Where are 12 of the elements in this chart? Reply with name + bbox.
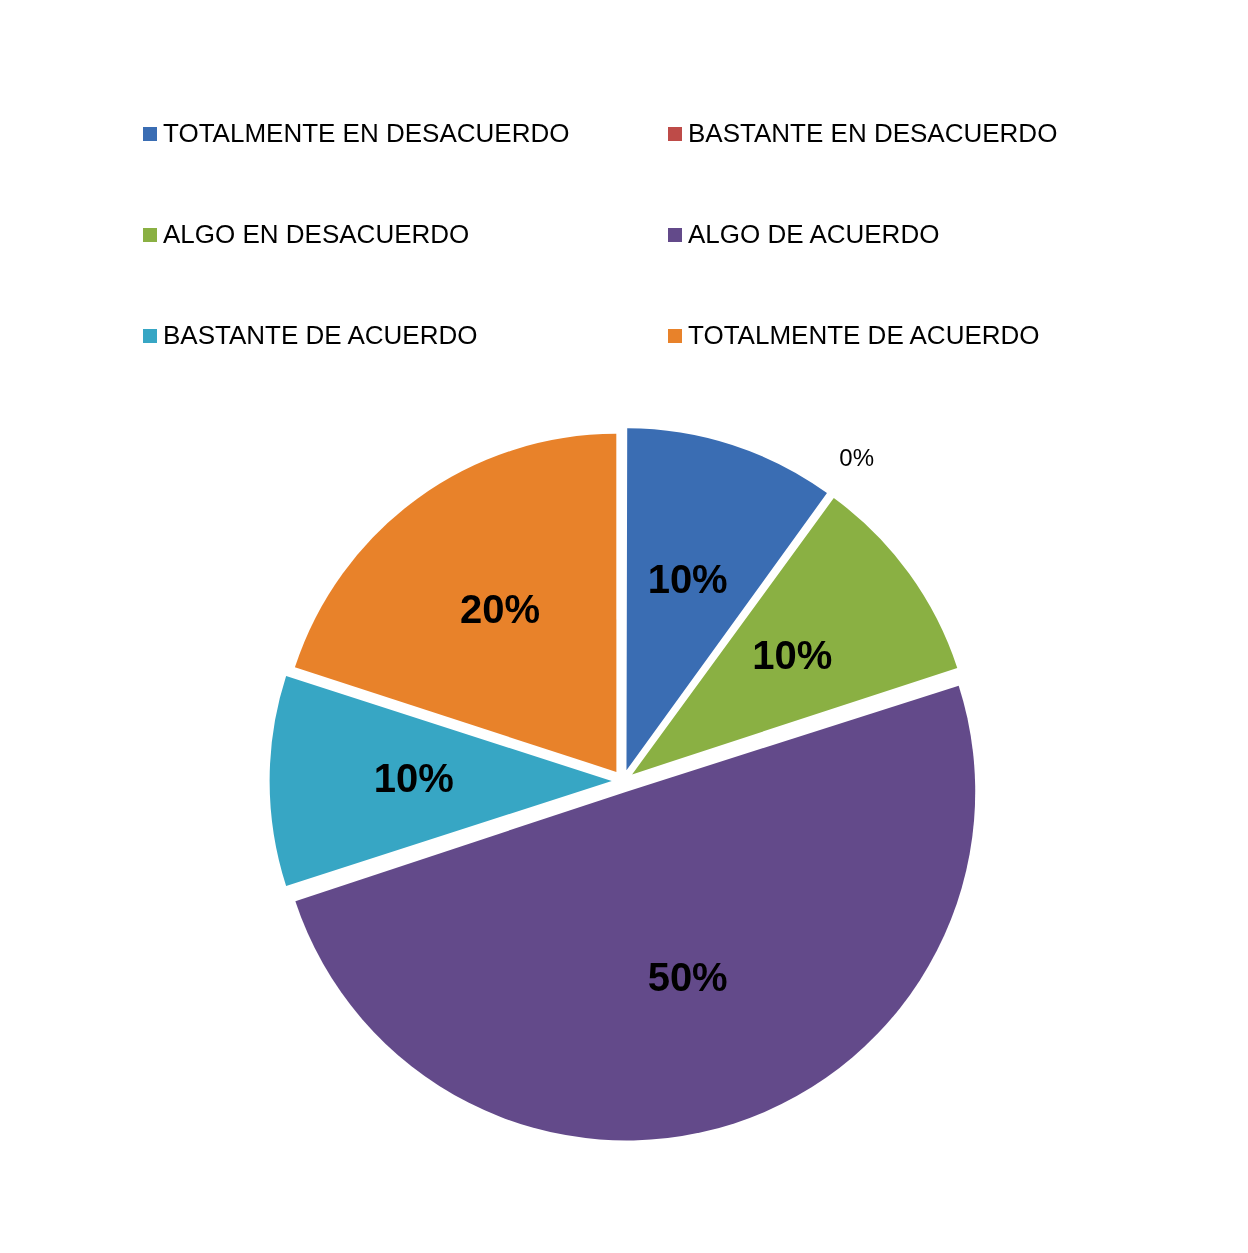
legend-label: BASTANTE DE ACUERDO [163, 320, 478, 351]
data-label: 50% [647, 955, 728, 1000]
text: 0% [839, 444, 874, 472]
data-label: 20% [459, 586, 541, 631]
legend-label: TOTALMENTE DE ACUERDO [688, 320, 1040, 351]
legend-label: ALGO EN DESACUERDO [163, 219, 470, 250]
data-label: 10% [647, 557, 728, 602]
legend-label: BASTANTE EN DESACUERDO [688, 118, 1058, 149]
data-label: 10% [752, 633, 833, 678]
legend-label: ALGO DE ACUERDO [688, 219, 940, 250]
data-label: 10% [373, 756, 454, 801]
legend-label: TOTALMENTE EN DESACUERDO [163, 118, 570, 149]
